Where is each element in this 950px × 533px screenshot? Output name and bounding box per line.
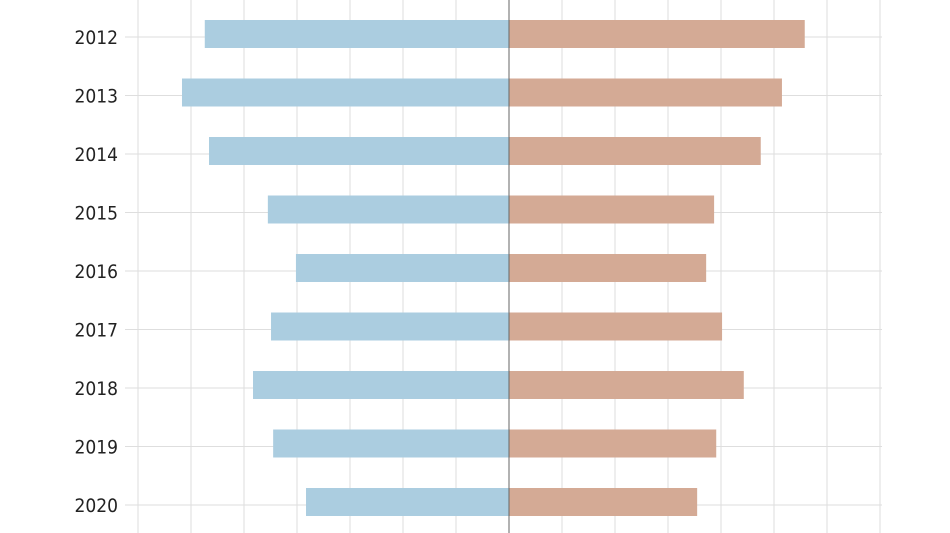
bar-right-2016 [509,254,707,282]
bar-right-2018 [509,371,744,399]
bar-right-2013 [509,78,782,107]
bar-left-2013 [181,78,510,107]
bar-left-2018 [253,371,509,399]
bar-left-2014 [209,137,509,165]
y-tick-label: 2013 [75,86,119,108]
bar-left-2019 [273,429,509,458]
y-tick-label: 2016 [75,261,119,283]
y-tick-label: 2014 [75,144,119,166]
bar-right-2019 [509,429,717,458]
y-tick-label: 2020 [75,495,119,517]
y-axis-labels: 2012 2013 2014 2015 2016 2017 2018 2019 2020 [75,27,119,517]
bar-right-2014 [509,137,761,165]
y-tick-label: 2018 [75,378,119,400]
bar-left-2016 [295,254,509,282]
y-tick-label: 2017 [75,320,119,342]
bar-right-2020 [509,488,698,516]
bars [181,20,805,516]
bar-left-2017 [271,312,509,341]
bar-left-2015 [267,195,509,224]
bar-left-2012 [204,20,509,48]
y-tick-label: 2019 [75,437,119,459]
y-tick-label: 2015 [75,203,119,225]
bar-right-2015 [509,195,715,224]
bar-right-2017 [509,312,723,341]
y-tick-label: 2012 [75,27,119,49]
bar-left-2020 [306,488,509,516]
bar-right-2012 [509,20,805,48]
